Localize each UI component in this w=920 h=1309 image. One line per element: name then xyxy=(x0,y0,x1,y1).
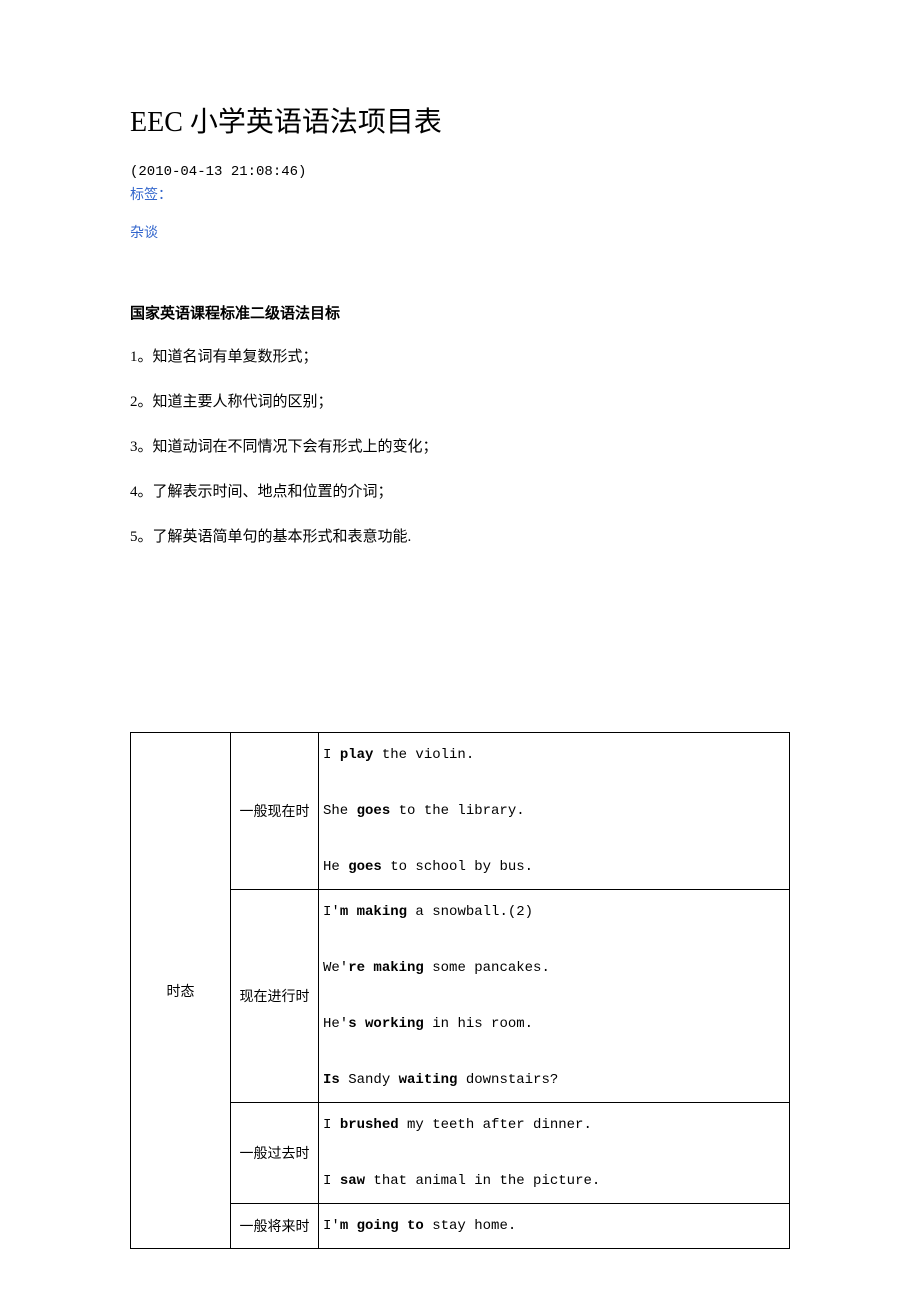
bold-text: Is xyxy=(323,1072,340,1088)
grammar-table: 时态一般现在时I play the violin.She goes to the… xyxy=(130,732,790,1249)
list-item: 4。了解表示时间、地点和位置的介词； xyxy=(130,482,790,503)
table-row: 时态一般现在时I play the violin.She goes to the… xyxy=(131,733,790,890)
list-item: 1。知道名词有单复数形式； xyxy=(130,347,790,368)
tags-label: 标签： xyxy=(130,184,790,204)
goals-list: 1。知道名词有单复数形式； 2。知道主要人称代词的区别； 3。知道动词在不同情况… xyxy=(130,347,790,548)
examples-cell: I'm going to stay home. xyxy=(319,1204,790,1249)
tag-link[interactable]: 杂谈 xyxy=(130,222,790,242)
list-item: 5。了解英语简单句的基本形式和表意功能. xyxy=(130,527,790,548)
bold-text: s working xyxy=(348,1016,424,1032)
tense-cell: 现在进行时 xyxy=(231,890,319,1103)
tense-cell: 一般现在时 xyxy=(231,733,319,890)
timestamp: (2010-04-13 21:08:46) xyxy=(130,164,790,180)
bold-text: play xyxy=(340,747,374,763)
bold-text: goes xyxy=(357,803,391,819)
page-title: EEC 小学英语语法项目表 xyxy=(130,100,790,140)
list-item: 3。知道动词在不同情况下会有形式上的变化； xyxy=(130,437,790,458)
bold-text: m going to xyxy=(340,1218,424,1234)
list-item: 2。知道主要人称代词的区别； xyxy=(130,392,790,413)
bold-text: waiting xyxy=(399,1072,458,1088)
bold-text: goes xyxy=(348,859,382,875)
examples-cell: I brushed my teeth after dinner.I saw th… xyxy=(319,1103,790,1204)
section-header: 国家英语课程标准二级语法目标 xyxy=(130,302,790,323)
tense-cell: 一般过去时 xyxy=(231,1103,319,1204)
examples-cell: I'm making a snowball.(2)We're making so… xyxy=(319,890,790,1103)
category-cell: 时态 xyxy=(131,733,231,1249)
examples-cell: I play the violin.She goes to the librar… xyxy=(319,733,790,890)
tense-cell: 一般将来时 xyxy=(231,1204,319,1249)
bold-text: m making xyxy=(340,904,407,920)
bold-text: re making xyxy=(348,960,424,976)
bold-text: saw xyxy=(340,1173,365,1189)
bold-text: brushed xyxy=(340,1117,399,1133)
